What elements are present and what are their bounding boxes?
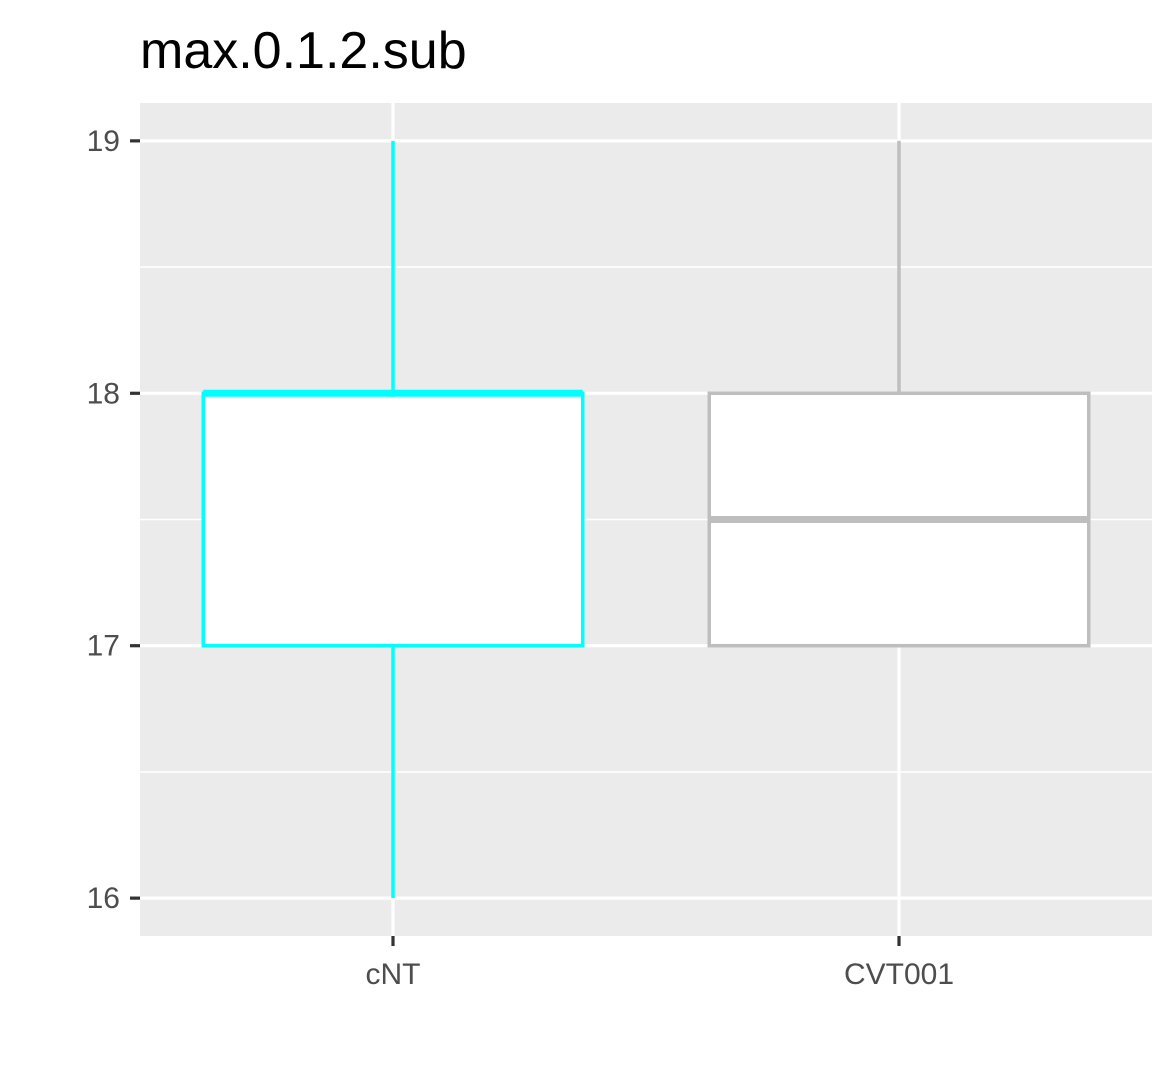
box-cvt001 bbox=[707, 140, 1091, 648]
x-axis: cNT CVT001 bbox=[366, 936, 954, 991]
y-tick-label: 16 bbox=[87, 882, 120, 915]
box-layer bbox=[201, 140, 1091, 899]
y-tick-label: 17 bbox=[87, 630, 120, 663]
y-tick-label: 18 bbox=[87, 377, 120, 410]
y-tick-label: 19 bbox=[87, 125, 120, 158]
box-iqr bbox=[201, 391, 585, 648]
x-tick-label: cNT bbox=[366, 958, 421, 991]
box-cnt bbox=[201, 140, 585, 899]
x-tick-label: CVT001 bbox=[844, 958, 954, 991]
chart-title: max.0.1.2.sub bbox=[140, 22, 467, 80]
y-axis: 16 17 18 19 bbox=[87, 125, 140, 915]
